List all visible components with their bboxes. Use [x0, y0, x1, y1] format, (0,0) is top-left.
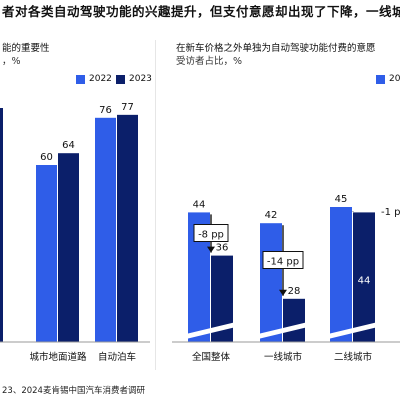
bar-right-0-1: [260, 223, 282, 342]
category-label-right-0: 全国整体: [192, 351, 231, 363]
bar-right-1-0: [211, 255, 233, 342]
data-label-right-0-2: 45: [335, 194, 348, 205]
data-label-right-1-0: 36: [216, 243, 229, 254]
data-label-left-2022-1: 60: [40, 152, 53, 163]
category-label-left-1: 城市地面道路: [29, 351, 87, 363]
left-chart-unit: ，%: [2, 56, 21, 67]
legend-label-right: 20: [389, 74, 400, 84]
axis-break-1: [258, 322, 308, 339]
change-label-0: -8 pp: [198, 230, 224, 241]
change-box-2: [377, 204, 400, 219]
bar-right-1-2: [353, 212, 375, 342]
bar-left-2023-2: [117, 114, 138, 342]
category-label-right-1: 一线城市: [264, 351, 303, 363]
bar-right-0-0: [188, 212, 210, 342]
left-chart-title: 能的重要性: [2, 43, 50, 54]
change-box-1: [262, 251, 304, 269]
bar-right-1-1: [283, 298, 305, 342]
change-box-0: [193, 224, 229, 242]
bar-left-partial: [0, 108, 3, 342]
change-label-1: -14 pp: [267, 257, 299, 268]
legend-swatch-right: [376, 75, 385, 84]
change-arrowhead-0: [207, 246, 215, 253]
bar-left-2022-2: [95, 117, 116, 342]
right-chart-title: 在新车价格之外单独为自动驾驶功能付费的意愿: [176, 43, 376, 54]
data-label-left-2022-2: 76: [99, 105, 112, 116]
axis-break-0: [186, 322, 236, 339]
data-label-right-0-0: 44: [193, 199, 206, 210]
data-label-right-1-2: 44: [358, 276, 371, 287]
category-label-right-2: 二线城市: [334, 351, 373, 363]
data-label-left-2023-2: 77: [121, 102, 134, 113]
axis-break-2: [328, 322, 378, 339]
headline: 者对各类自动驾驶功能的兴趣提升，但支付意愿却出现了下降，一线城市: [2, 4, 400, 19]
right-chart-unit: 受访者占比，%: [176, 56, 243, 67]
legend-swatch-2022: [76, 75, 85, 84]
bar-left-2022-1: [36, 165, 57, 342]
data-label-right-0-1: 42: [265, 210, 278, 221]
legend-swatch-2023: [116, 75, 125, 84]
legend-label-2023: 2023: [129, 74, 152, 84]
legend-label-2022: 2022: [89, 74, 112, 84]
category-label-left-2: 自动泊车: [98, 351, 136, 363]
change-arrowhead-1: [279, 289, 287, 296]
source-note: 23、2024麦肯锡中国汽车消费者调研: [2, 386, 145, 396]
bar-right-0-2: [330, 207, 352, 342]
panel-divider: [155, 40, 156, 370]
change-label-2: -1 pp: [381, 207, 400, 218]
data-label-right-1-1: 28: [288, 286, 301, 297]
data-label-left-2023-1: 64: [62, 140, 75, 151]
bar-left-2023-1: [58, 153, 79, 342]
